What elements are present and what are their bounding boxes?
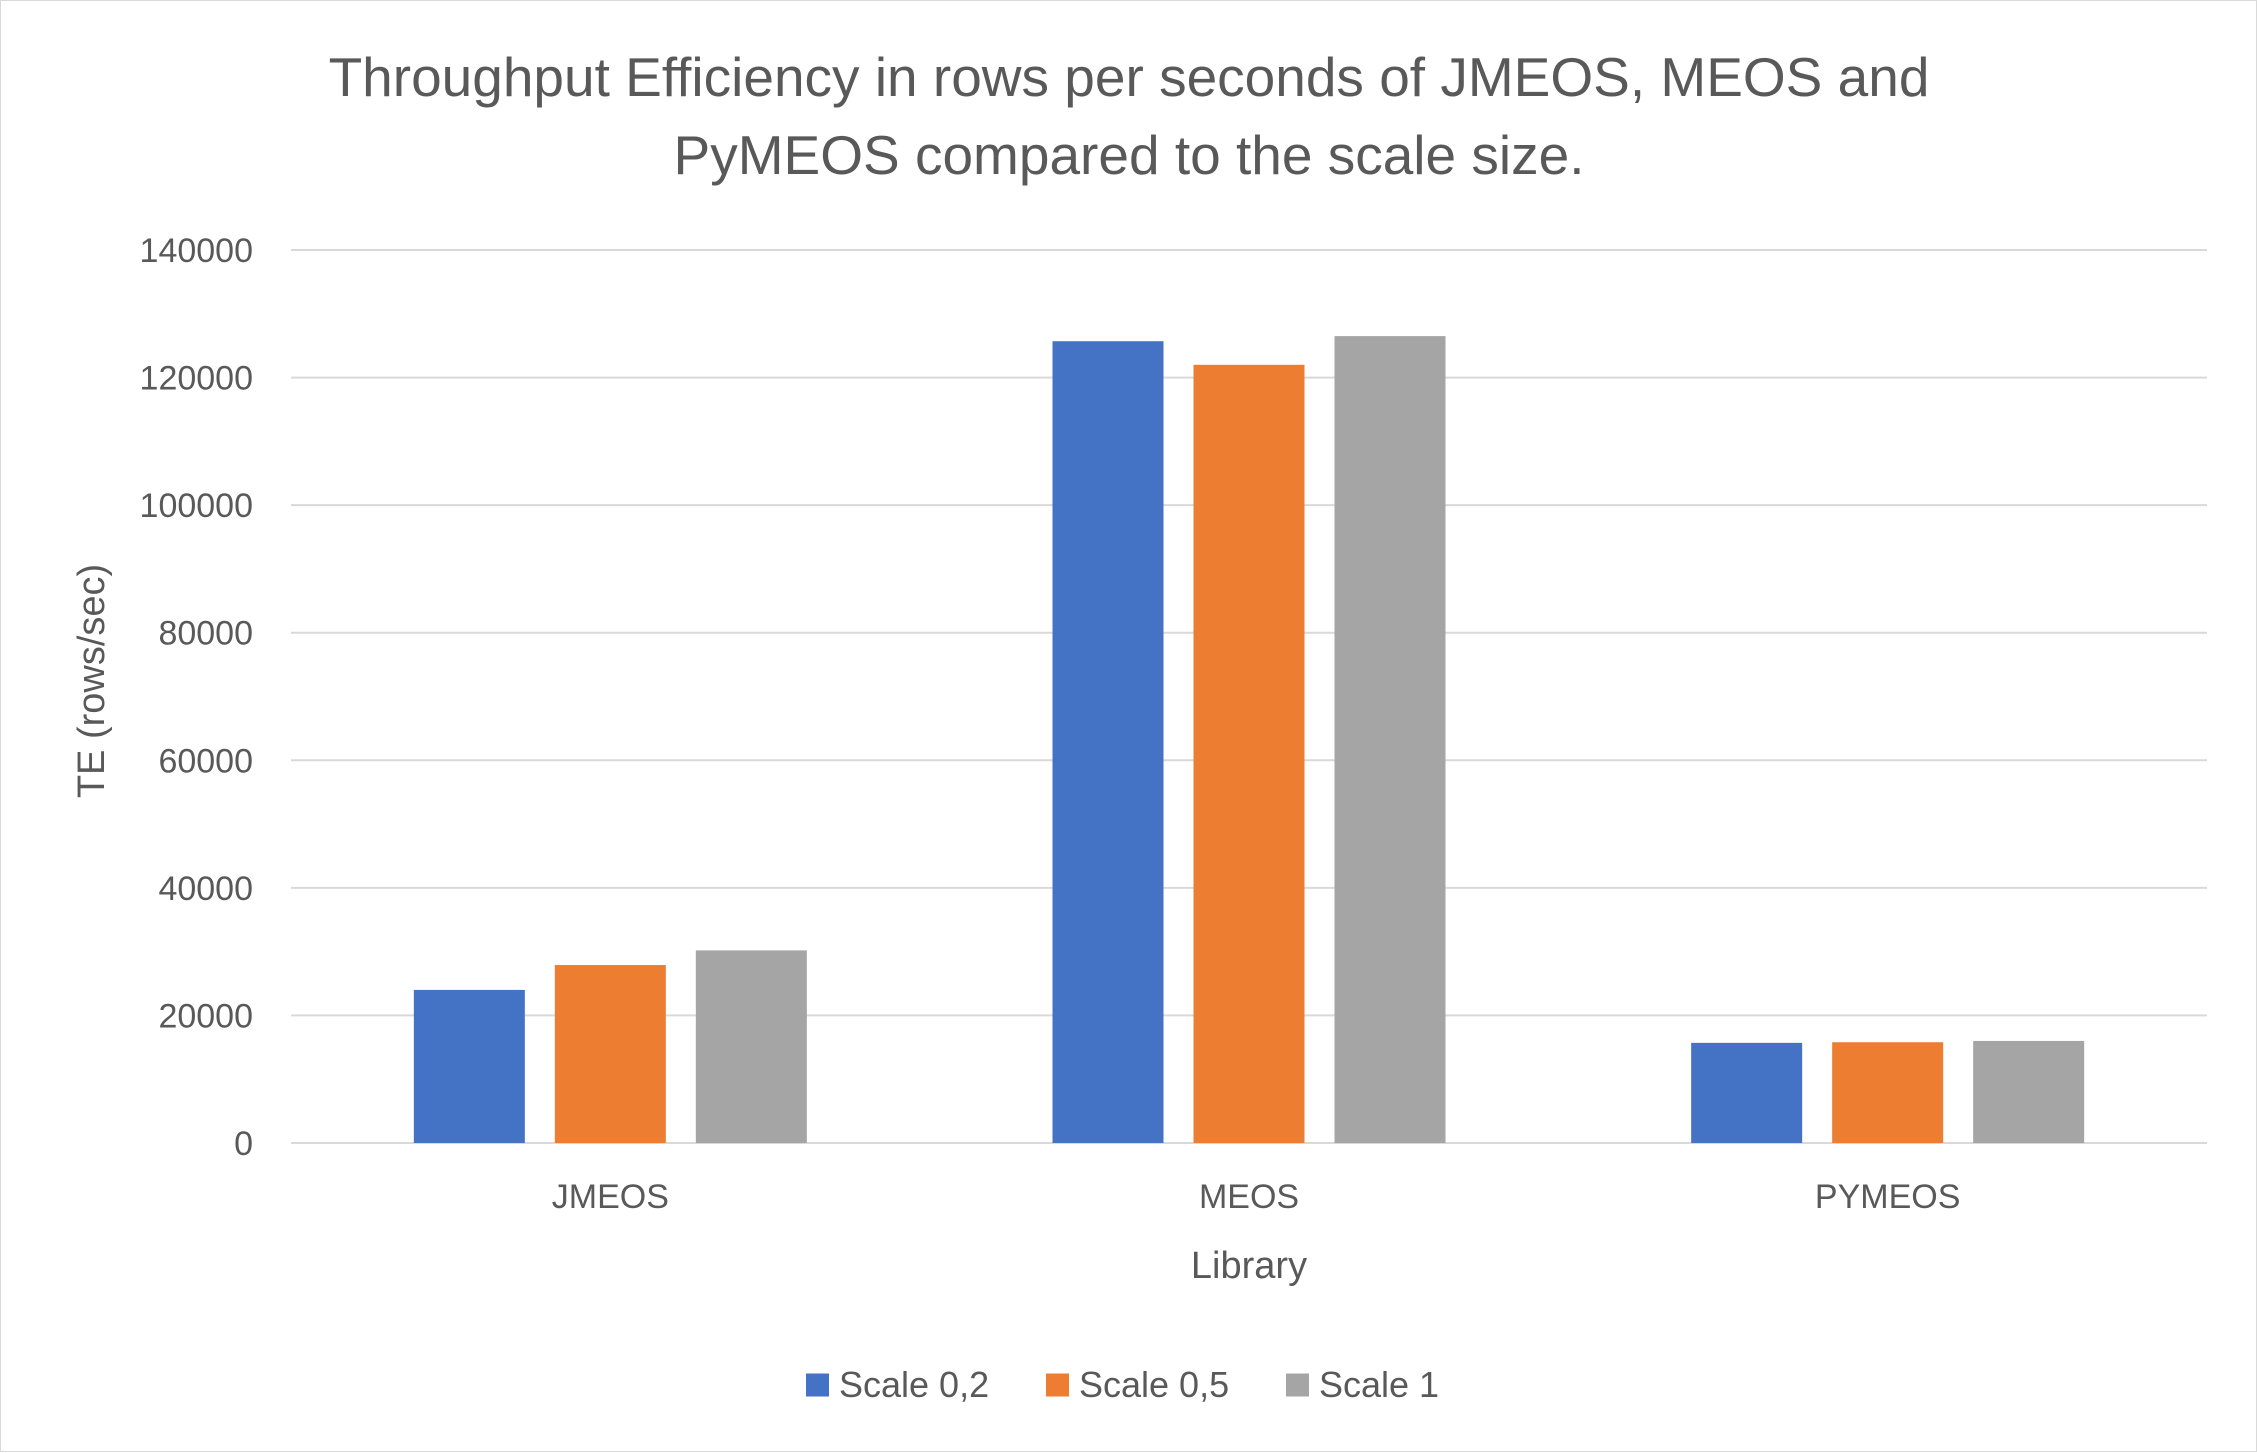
legend-swatch — [1286, 1373, 1309, 1397]
x-axis-ticks: JMEOS MEOS PYMEOS — [552, 1178, 1961, 1216]
y-axis-title: TE (rows/sec) — [71, 564, 113, 798]
y-tick-label: 40000 — [158, 870, 253, 908]
bar-pymeos-series-1 — [1691, 1042, 1803, 1143]
bar-jmeos-series-3 — [695, 950, 807, 1143]
legend-label: Scale 0,2 — [839, 1364, 989, 1405]
y-tick-label: 140000 — [140, 232, 253, 270]
legend: Scale 0,2 Scale 0,5 Scale 1 — [806, 1364, 1439, 1405]
x-tick-label: PYMEOS — [1815, 1178, 1960, 1216]
legend-label: Scale 1 — [1319, 1364, 1439, 1405]
chart-title-line-1: Throughput Efficiency in rows per second… — [329, 46, 1930, 108]
y-axis-ticks: 0 20000 40000 60000 80000 100000 120000 140000 — [140, 232, 253, 1163]
legend-swatch — [1046, 1373, 1069, 1397]
legend-label: Scale 0,5 — [1079, 1364, 1229, 1405]
chart-title-line-2: PyMEOS compared to the scale size. — [674, 124, 1585, 186]
x-tick-label: MEOS — [1199, 1178, 1299, 1216]
y-tick-label: 80000 — [158, 615, 253, 653]
legend-swatch — [806, 1373, 829, 1397]
bar-meos-series-3 — [1334, 336, 1446, 1143]
y-tick-label: 20000 — [158, 997, 253, 1035]
bar-jmeos-series-2 — [554, 965, 666, 1143]
y-tick-label: 120000 — [140, 360, 253, 398]
x-tick-label: JMEOS — [552, 1178, 669, 1216]
bar-pymeos-series-2 — [1832, 1042, 1944, 1143]
bars — [413, 336, 2085, 1143]
bar-meos-series-1 — [1052, 341, 1164, 1143]
y-tick-label: 100000 — [140, 487, 253, 525]
x-axis-title: Library — [1191, 1245, 1307, 1287]
y-tick-label: 60000 — [158, 742, 253, 780]
y-tick-label: 0 — [234, 1125, 253, 1163]
bar-pymeos-series-3 — [1973, 1040, 2085, 1143]
bar-meos-series-2 — [1193, 364, 1305, 1143]
bar-jmeos-series-1 — [413, 989, 525, 1143]
